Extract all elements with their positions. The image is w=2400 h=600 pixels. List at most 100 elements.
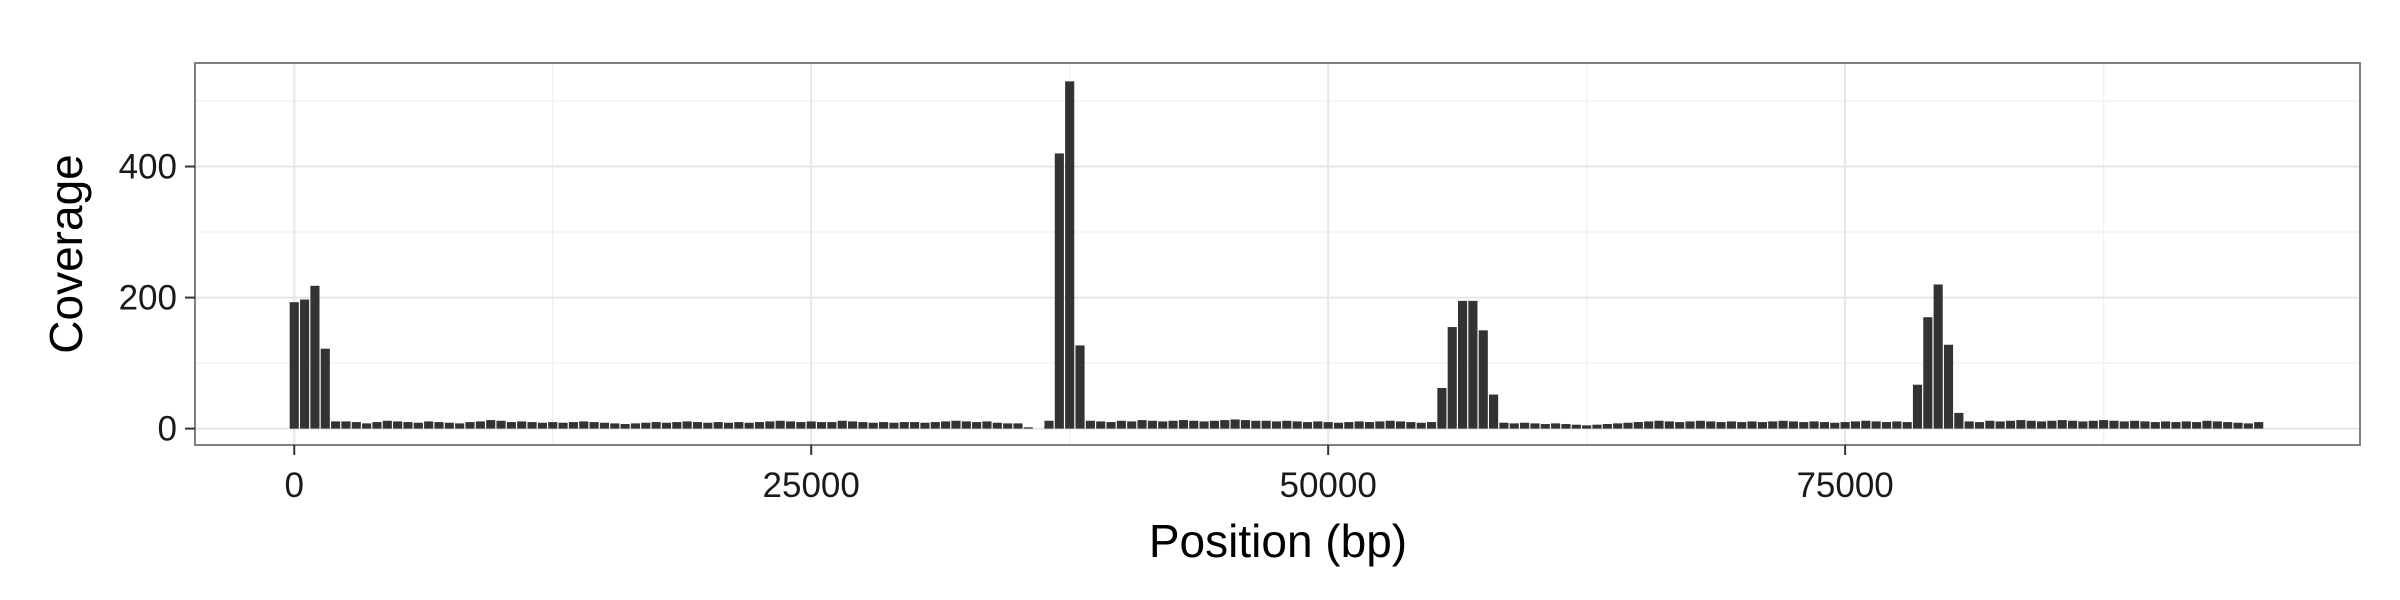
bar [2233, 422, 2243, 429]
bar [1468, 300, 1478, 429]
bar [320, 348, 330, 429]
y-tick-label: 0 [158, 410, 177, 449]
bar [1964, 421, 1974, 429]
bar [506, 422, 516, 429]
bar [1943, 344, 1954, 429]
bar [620, 424, 630, 429]
bar [2212, 421, 2222, 429]
bar [1706, 421, 1716, 429]
bar [362, 423, 372, 429]
bar [1426, 422, 1437, 429]
bar [1623, 422, 1633, 429]
bar [692, 422, 703, 429]
bar [310, 285, 320, 429]
major-gridlines [195, 63, 2360, 445]
bar [300, 299, 310, 429]
bar [393, 421, 403, 429]
bar [703, 422, 713, 429]
bar [889, 422, 899, 429]
bar [1664, 421, 1674, 429]
bar [1892, 421, 1902, 429]
bar [1685, 421, 1695, 429]
bar [2202, 420, 2212, 429]
bar [403, 422, 413, 429]
bar [630, 423, 641, 429]
bar [2047, 420, 2057, 429]
bar [1788, 421, 1798, 429]
bar [1003, 423, 1013, 429]
bar [765, 421, 775, 429]
bar [599, 422, 609, 429]
bar [548, 422, 558, 429]
bar [568, 422, 578, 429]
bar [1489, 394, 1499, 429]
bar [1013, 423, 1023, 429]
bar [1209, 420, 1220, 429]
bar [1023, 427, 1033, 429]
bar [1085, 420, 1095, 429]
bar [1737, 422, 1747, 429]
bar [1333, 422, 1344, 429]
bar [382, 420, 392, 429]
bar [2254, 422, 2264, 429]
bar [1995, 421, 2005, 429]
bar [1044, 420, 1054, 429]
bar [1912, 384, 1923, 429]
bar [1654, 420, 1664, 429]
bar [1457, 300, 1468, 429]
bar [517, 421, 527, 429]
bar [444, 422, 454, 429]
bar [537, 422, 547, 429]
x-axis: 0 25000 50000 75000 [285, 445, 1894, 505]
bar [1158, 421, 1168, 429]
bar [1106, 422, 1116, 429]
bar [1757, 422, 1767, 429]
bar [641, 422, 651, 429]
bar [713, 422, 723, 429]
bar [434, 422, 444, 429]
bar [1726, 421, 1736, 429]
bar [558, 422, 568, 429]
bar [1499, 422, 1509, 429]
bar [1768, 421, 1778, 429]
bar [372, 422, 382, 429]
bar [1199, 421, 1209, 429]
bar [1613, 423, 1623, 429]
bar [331, 421, 341, 429]
bar [1240, 420, 1251, 429]
bar [2119, 421, 2129, 429]
bar [1478, 330, 1488, 429]
bar [341, 421, 351, 429]
bar [879, 422, 889, 429]
bar [2099, 420, 2109, 429]
y-axis: 0 200 400 [119, 148, 195, 449]
bar [475, 421, 485, 429]
bar [785, 421, 796, 429]
bar [961, 421, 971, 429]
x-tick-label: 0 [285, 466, 304, 505]
bar [1520, 422, 1530, 429]
bar [972, 422, 982, 429]
x-tick-label: 75000 [1796, 466, 1893, 505]
bar [1850, 421, 1861, 429]
bar [723, 422, 734, 429]
bar [796, 422, 806, 429]
bar [351, 422, 361, 429]
bar [941, 421, 951, 429]
bar [1571, 424, 1581, 429]
bar [1406, 422, 1416, 429]
bar [455, 423, 465, 429]
bar [1075, 345, 1085, 429]
bar [2109, 420, 2119, 429]
bar [2036, 421, 2047, 429]
bar [1116, 420, 1126, 429]
bar [1881, 422, 1892, 429]
bar [1747, 421, 1757, 429]
bar [2016, 420, 2026, 429]
bar [1096, 421, 1106, 429]
bar [1447, 327, 1457, 429]
bar [1147, 420, 1157, 429]
bar [672, 422, 682, 429]
bar [1395, 421, 1406, 429]
